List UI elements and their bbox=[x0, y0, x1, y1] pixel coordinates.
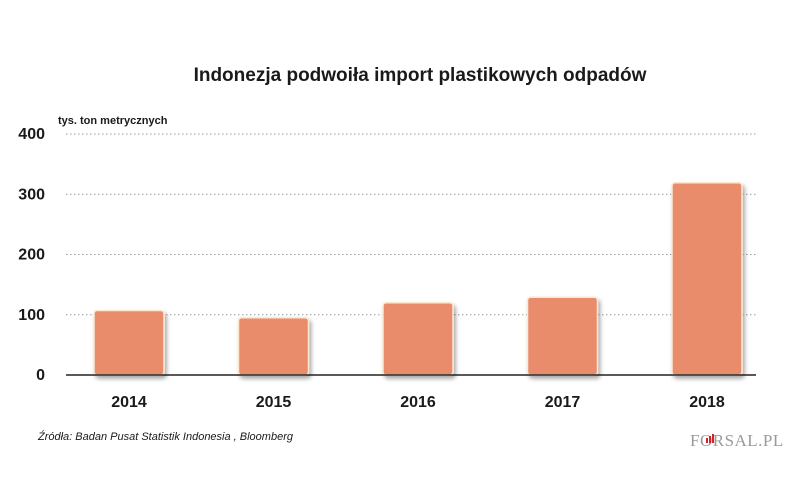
bar-2015 bbox=[237, 317, 310, 376]
x-axis-labels: 2014 2015 2016 2017 2018 bbox=[111, 394, 725, 411]
y-tick-label: 400 bbox=[18, 126, 45, 143]
x-category-label: 2018 bbox=[689, 394, 725, 411]
bar-2016 bbox=[382, 301, 454, 376]
x-category-label: 2014 bbox=[111, 394, 147, 411]
y-tick-label: 200 bbox=[18, 247, 45, 264]
bar-2018 bbox=[671, 182, 743, 376]
y-axis-ticks: 0 100 200 300 400 bbox=[18, 126, 45, 384]
x-category-label: 2016 bbox=[400, 394, 436, 411]
bar-2014 bbox=[93, 309, 165, 376]
bars bbox=[93, 182, 743, 376]
y-tick-label: 0 bbox=[36, 367, 45, 384]
x-category-label: 2017 bbox=[545, 394, 581, 411]
x-category-label: 2015 bbox=[256, 394, 292, 411]
chart-title: Indonezja podwoiła import plastikowych o… bbox=[194, 65, 647, 86]
y-axis-unit-label: tys. ton metrycznych bbox=[58, 115, 168, 127]
y-tick-label: 100 bbox=[18, 307, 45, 324]
logo-text: FORSAL.PL bbox=[690, 431, 784, 450]
bar-chart-icon bbox=[706, 434, 714, 443]
bar-2017 bbox=[526, 296, 599, 376]
forsal-logo: FORSAL.PL bbox=[690, 431, 784, 450]
source-note: Źródła: Badan Pusat Statistik Indonesia … bbox=[37, 430, 294, 443]
y-tick-label: 300 bbox=[18, 186, 45, 203]
gridlines bbox=[66, 133, 756, 316]
